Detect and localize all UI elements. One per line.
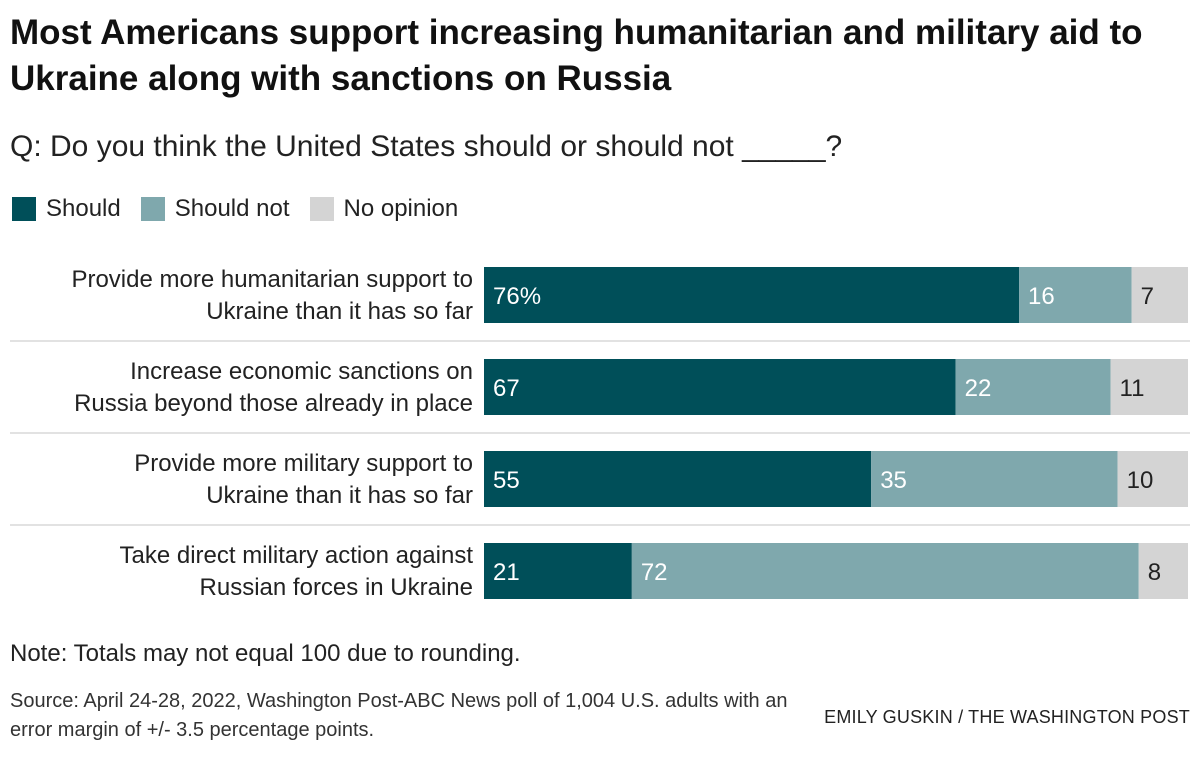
chart-credit: EMILY GUSKIN / THE WASHINGTON POST <box>824 707 1190 727</box>
legend-item-no-opinion: No opinion <box>309 195 459 223</box>
legend-swatch-should <box>12 197 36 221</box>
legend-label-should-not: Should not <box>174 195 290 222</box>
data-label-should: 76% <box>493 283 541 310</box>
data-label-should-not: 72 <box>641 559 668 586</box>
legend-item-should: Should <box>12 195 121 223</box>
data-label-no-opinion: 8 <box>1148 559 1161 586</box>
category-label-line: Ukraine than it has so far <box>206 482 473 509</box>
data-label-no-opinion: 10 <box>1127 467 1154 494</box>
chart-title: Most Americans support increasing humani… <box>10 13 1143 98</box>
category-label-line: Increase economic sanctions on <box>130 358 473 385</box>
legend: Should Should not No opinion <box>12 192 478 226</box>
data-label-no-opinion: 7 <box>1141 283 1154 310</box>
data-label-should-not: 35 <box>880 467 907 494</box>
category-label: Provide more humanitarian support to Ukra… <box>71 266 473 325</box>
bar-segment-should <box>484 543 632 599</box>
chart-note: Note: Totals may not equal 100 due to ro… <box>10 640 521 667</box>
bar-segment-should-not <box>871 451 1118 507</box>
bar-segment-no-opinion <box>1117 451 1188 507</box>
bar-segment-should <box>484 451 872 507</box>
data-label-should: 55 <box>493 467 520 494</box>
bar-segment-no-opinion <box>1131 267 1188 323</box>
category-label-line: Russia beyond those already in place <box>74 390 473 417</box>
legend-label-no-opinion: No opinion <box>343 195 459 222</box>
category-label: Provide more military support to Ukraine … <box>134 450 473 509</box>
bar-segment-should <box>484 267 1020 323</box>
legend-label-should: Should <box>46 195 121 222</box>
category-label: Take direct military action against Russi… <box>120 542 474 601</box>
chart-source: Source: April 24-28, 2022, Washington Po… <box>10 690 788 741</box>
legend-swatch-no-opinion <box>309 197 334 221</box>
bar-segment-should-not <box>1019 267 1132 323</box>
bar-segment-should <box>484 359 956 415</box>
category-label-line: Take direct military action against <box>120 542 474 569</box>
category-label-line: Russian forces in Ukraine <box>200 574 473 601</box>
data-label-should: 21 <box>493 559 520 586</box>
category-label: Increase economic sanctions on Russia bey… <box>74 358 473 417</box>
stacked-bar-chart: Provide more humanitarian support to Ukra… <box>10 266 1190 601</box>
data-label-should: 67 <box>493 375 520 402</box>
legend-item-should-not: Should not <box>140 195 290 223</box>
category-label-line: Ukraine than it has so far <box>206 298 473 325</box>
data-label-should-not: 16 <box>1028 283 1055 310</box>
bar-segment-no-opinion <box>1138 543 1188 599</box>
legend-swatch-should-not <box>140 197 165 221</box>
bar-segment-should-not <box>955 359 1111 415</box>
data-label-no-opinion: 11 <box>1120 375 1145 402</box>
bar-segment-should-not <box>631 543 1139 599</box>
category-label-line: Provide more humanitarian support to <box>71 266 473 293</box>
chart-subtitle: Q: Do you think the United States should… <box>10 130 843 163</box>
category-label-line: Provide more military support to <box>134 450 473 477</box>
data-label-should-not: 22 <box>965 375 992 402</box>
bar-segment-no-opinion <box>1110 359 1188 415</box>
